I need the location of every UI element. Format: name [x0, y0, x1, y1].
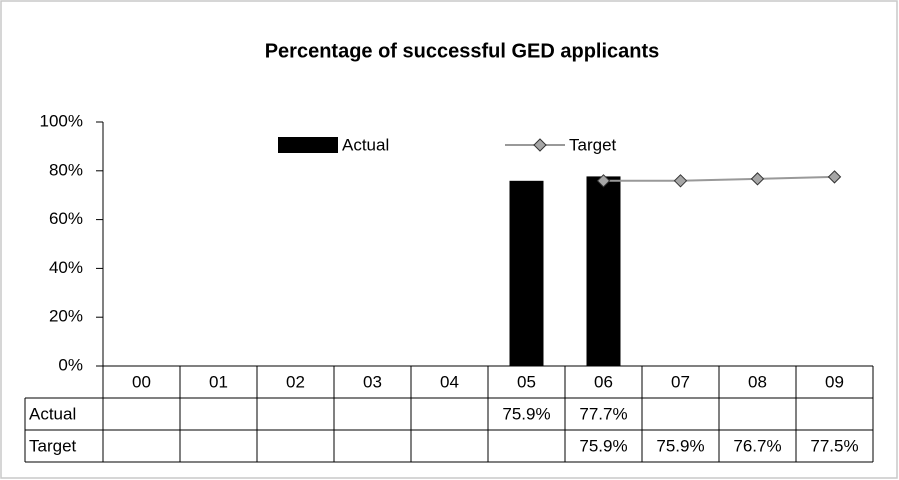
- table-value: 77.7%: [579, 404, 627, 423]
- y-tick-label: 60%: [49, 209, 83, 228]
- x-tick-label: 06: [594, 372, 613, 391]
- y-tick-label: 0%: [58, 355, 83, 374]
- y-tick-label: 100%: [40, 111, 83, 130]
- x-tick-label: 08: [748, 372, 767, 391]
- x-tick-label: 02: [286, 372, 305, 391]
- legend-swatch: [278, 137, 338, 153]
- table-row-label: Actual: [29, 404, 76, 423]
- table-value: 77.5%: [810, 436, 858, 455]
- x-tick-label: 03: [363, 372, 382, 391]
- bar: [586, 176, 621, 366]
- legend-marker: [533, 138, 547, 152]
- chart-title: Percentage of successful GED applicants: [265, 40, 660, 62]
- table-value: 75.9%: [579, 436, 627, 455]
- y-tick-label: 80%: [49, 160, 83, 179]
- table-value: 76.7%: [733, 436, 781, 455]
- table-row-label: Target: [29, 436, 77, 455]
- legend-label: Target: [569, 135, 617, 154]
- x-tick-label: 05: [517, 372, 536, 391]
- line: [603, 175, 835, 182]
- y-tick-label: 40%: [49, 258, 83, 277]
- x-tick-label: 00: [132, 372, 151, 391]
- y-tick-label: 20%: [49, 307, 83, 326]
- bar: [509, 180, 544, 366]
- x-tick-label: 09: [825, 372, 844, 391]
- x-tick-label: 07: [671, 372, 690, 391]
- line-marker: [750, 172, 765, 186]
- table-value: 75.9%: [502, 404, 550, 423]
- line-marker: [827, 170, 842, 184]
- table-value: 75.9%: [656, 436, 704, 455]
- line-marker: [673, 174, 688, 188]
- line-marker: [596, 174, 611, 188]
- legend-label: Actual: [342, 135, 389, 154]
- x-tick-label: 01: [209, 372, 228, 391]
- x-tick-label: 04: [440, 372, 459, 391]
